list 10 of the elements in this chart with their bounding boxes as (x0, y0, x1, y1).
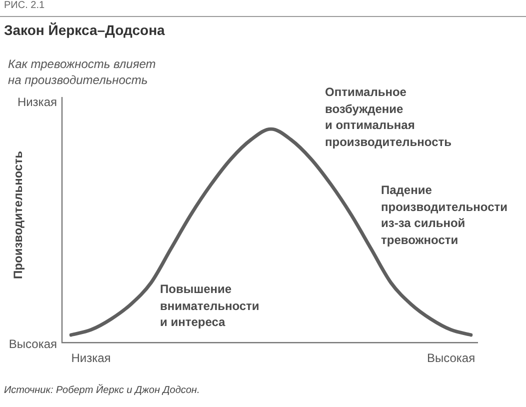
text: Источник: Роберт Йеркс и Джон Додсон. (4, 385, 200, 396)
annotation: Оптимальное возбуждение и оптимальная производительность (325, 84, 452, 150)
text: Высокая (8, 337, 57, 351)
text: Низкая (17, 95, 57, 109)
annotation: Повышение внимательности и интереса (160, 281, 260, 330)
text: РИС. 2.1 (4, 0, 45, 11)
chart-subtitle: Как тревожность влияет на производительность (8, 56, 156, 88)
chart-title: Закон Йеркса–Додсона (4, 22, 165, 38)
y-axis-title: Производительность (11, 151, 25, 279)
annotation: Падение производительности из-за сильной тревожности (381, 182, 508, 248)
